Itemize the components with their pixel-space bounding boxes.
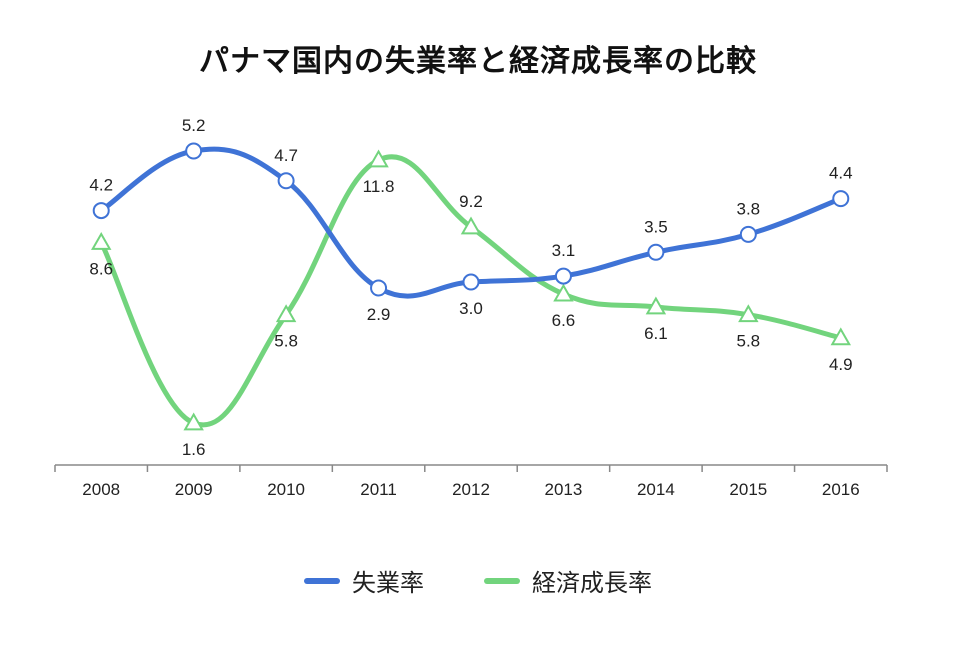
data-point-unemployment[interactable] (739, 225, 757, 243)
data-label-growth: 9.2 (459, 192, 483, 211)
data-label-growth: 4.9 (829, 355, 853, 374)
legend-swatch-unemployment (304, 577, 340, 584)
data-label-growth: 8.6 (89, 260, 113, 279)
data-point-growth[interactable] (460, 216, 482, 235)
x-tick-label: 2008 (82, 480, 120, 499)
data-label-unemployment: 3.8 (737, 199, 761, 218)
data-label-growth: 1.6 (182, 440, 206, 459)
data-point-growth[interactable] (738, 304, 759, 323)
series-line-unemployment (98, 146, 844, 299)
data-point-growth[interactable] (275, 304, 297, 323)
legend-label-growth: 経済成長率 (532, 569, 652, 597)
data-point-growth[interactable] (90, 231, 112, 250)
legend-item-growth[interactable]: 経済成長率 (484, 563, 652, 598)
data-label-growth: 5.8 (274, 332, 298, 351)
data-point-unemployment[interactable] (277, 172, 295, 190)
legend-swatch-growth (484, 577, 520, 584)
chart-plot-area: 2008 2009 2010 2011 2012 2013 2014 2015 2016 8.6… (54, 116, 888, 499)
x-tick-label: 2010 (267, 480, 305, 499)
data-point-unemployment[interactable] (185, 142, 203, 160)
data-label-unemployment: 3.0 (459, 299, 483, 318)
x-tick-label: 2012 (452, 480, 490, 499)
data-label-unemployment: 2.9 (367, 305, 391, 324)
data-label-growth: 11.8 (363, 177, 395, 196)
data-label-unemployment: 4.2 (89, 176, 113, 195)
data-label-growth: 6.1 (644, 324, 668, 343)
legend-label-unemployment: 失業率 (352, 569, 424, 597)
x-tick-label: 2011 (360, 480, 397, 499)
data-label-unemployment: 4.7 (274, 146, 298, 165)
x-tick-label: 2015 (729, 480, 767, 499)
data-label-growth: 5.8 (737, 332, 761, 351)
data-point-growth[interactable] (183, 412, 204, 431)
data-point-growth[interactable] (830, 327, 852, 346)
data-point-unemployment[interactable] (92, 202, 110, 220)
chart-title: パナマ国内の失業率と経済成長率の比較 (199, 44, 757, 79)
data-point-growth[interactable] (553, 283, 574, 302)
data-label-growth: 6.6 (552, 311, 576, 330)
legend: 失業率 経済成長率 (0, 563, 956, 598)
x-tick-label: 2016 (822, 480, 860, 499)
data-point-unemployment[interactable] (462, 273, 480, 291)
data-label-unemployment: 4.4 (829, 164, 853, 183)
x-tick-label: 2014 (637, 480, 675, 499)
data-label-unemployment: 3.1 (552, 241, 576, 260)
data-point-unemployment[interactable] (832, 190, 850, 208)
x-tick-label: 2009 (175, 480, 213, 499)
legend-item-unemployment[interactable]: 失業率 (304, 563, 424, 598)
data-point-unemployment[interactable] (554, 267, 572, 285)
data-point-unemployment[interactable] (647, 243, 665, 261)
data-label-unemployment: 5.2 (182, 116, 206, 135)
data-label-unemployment: 3.5 (644, 217, 668, 236)
data-point-growth[interactable] (368, 149, 389, 168)
data-point-growth[interactable] (645, 296, 667, 315)
x-tick-label: 2013 (545, 480, 583, 499)
data-point-unemployment[interactable] (370, 279, 388, 297)
